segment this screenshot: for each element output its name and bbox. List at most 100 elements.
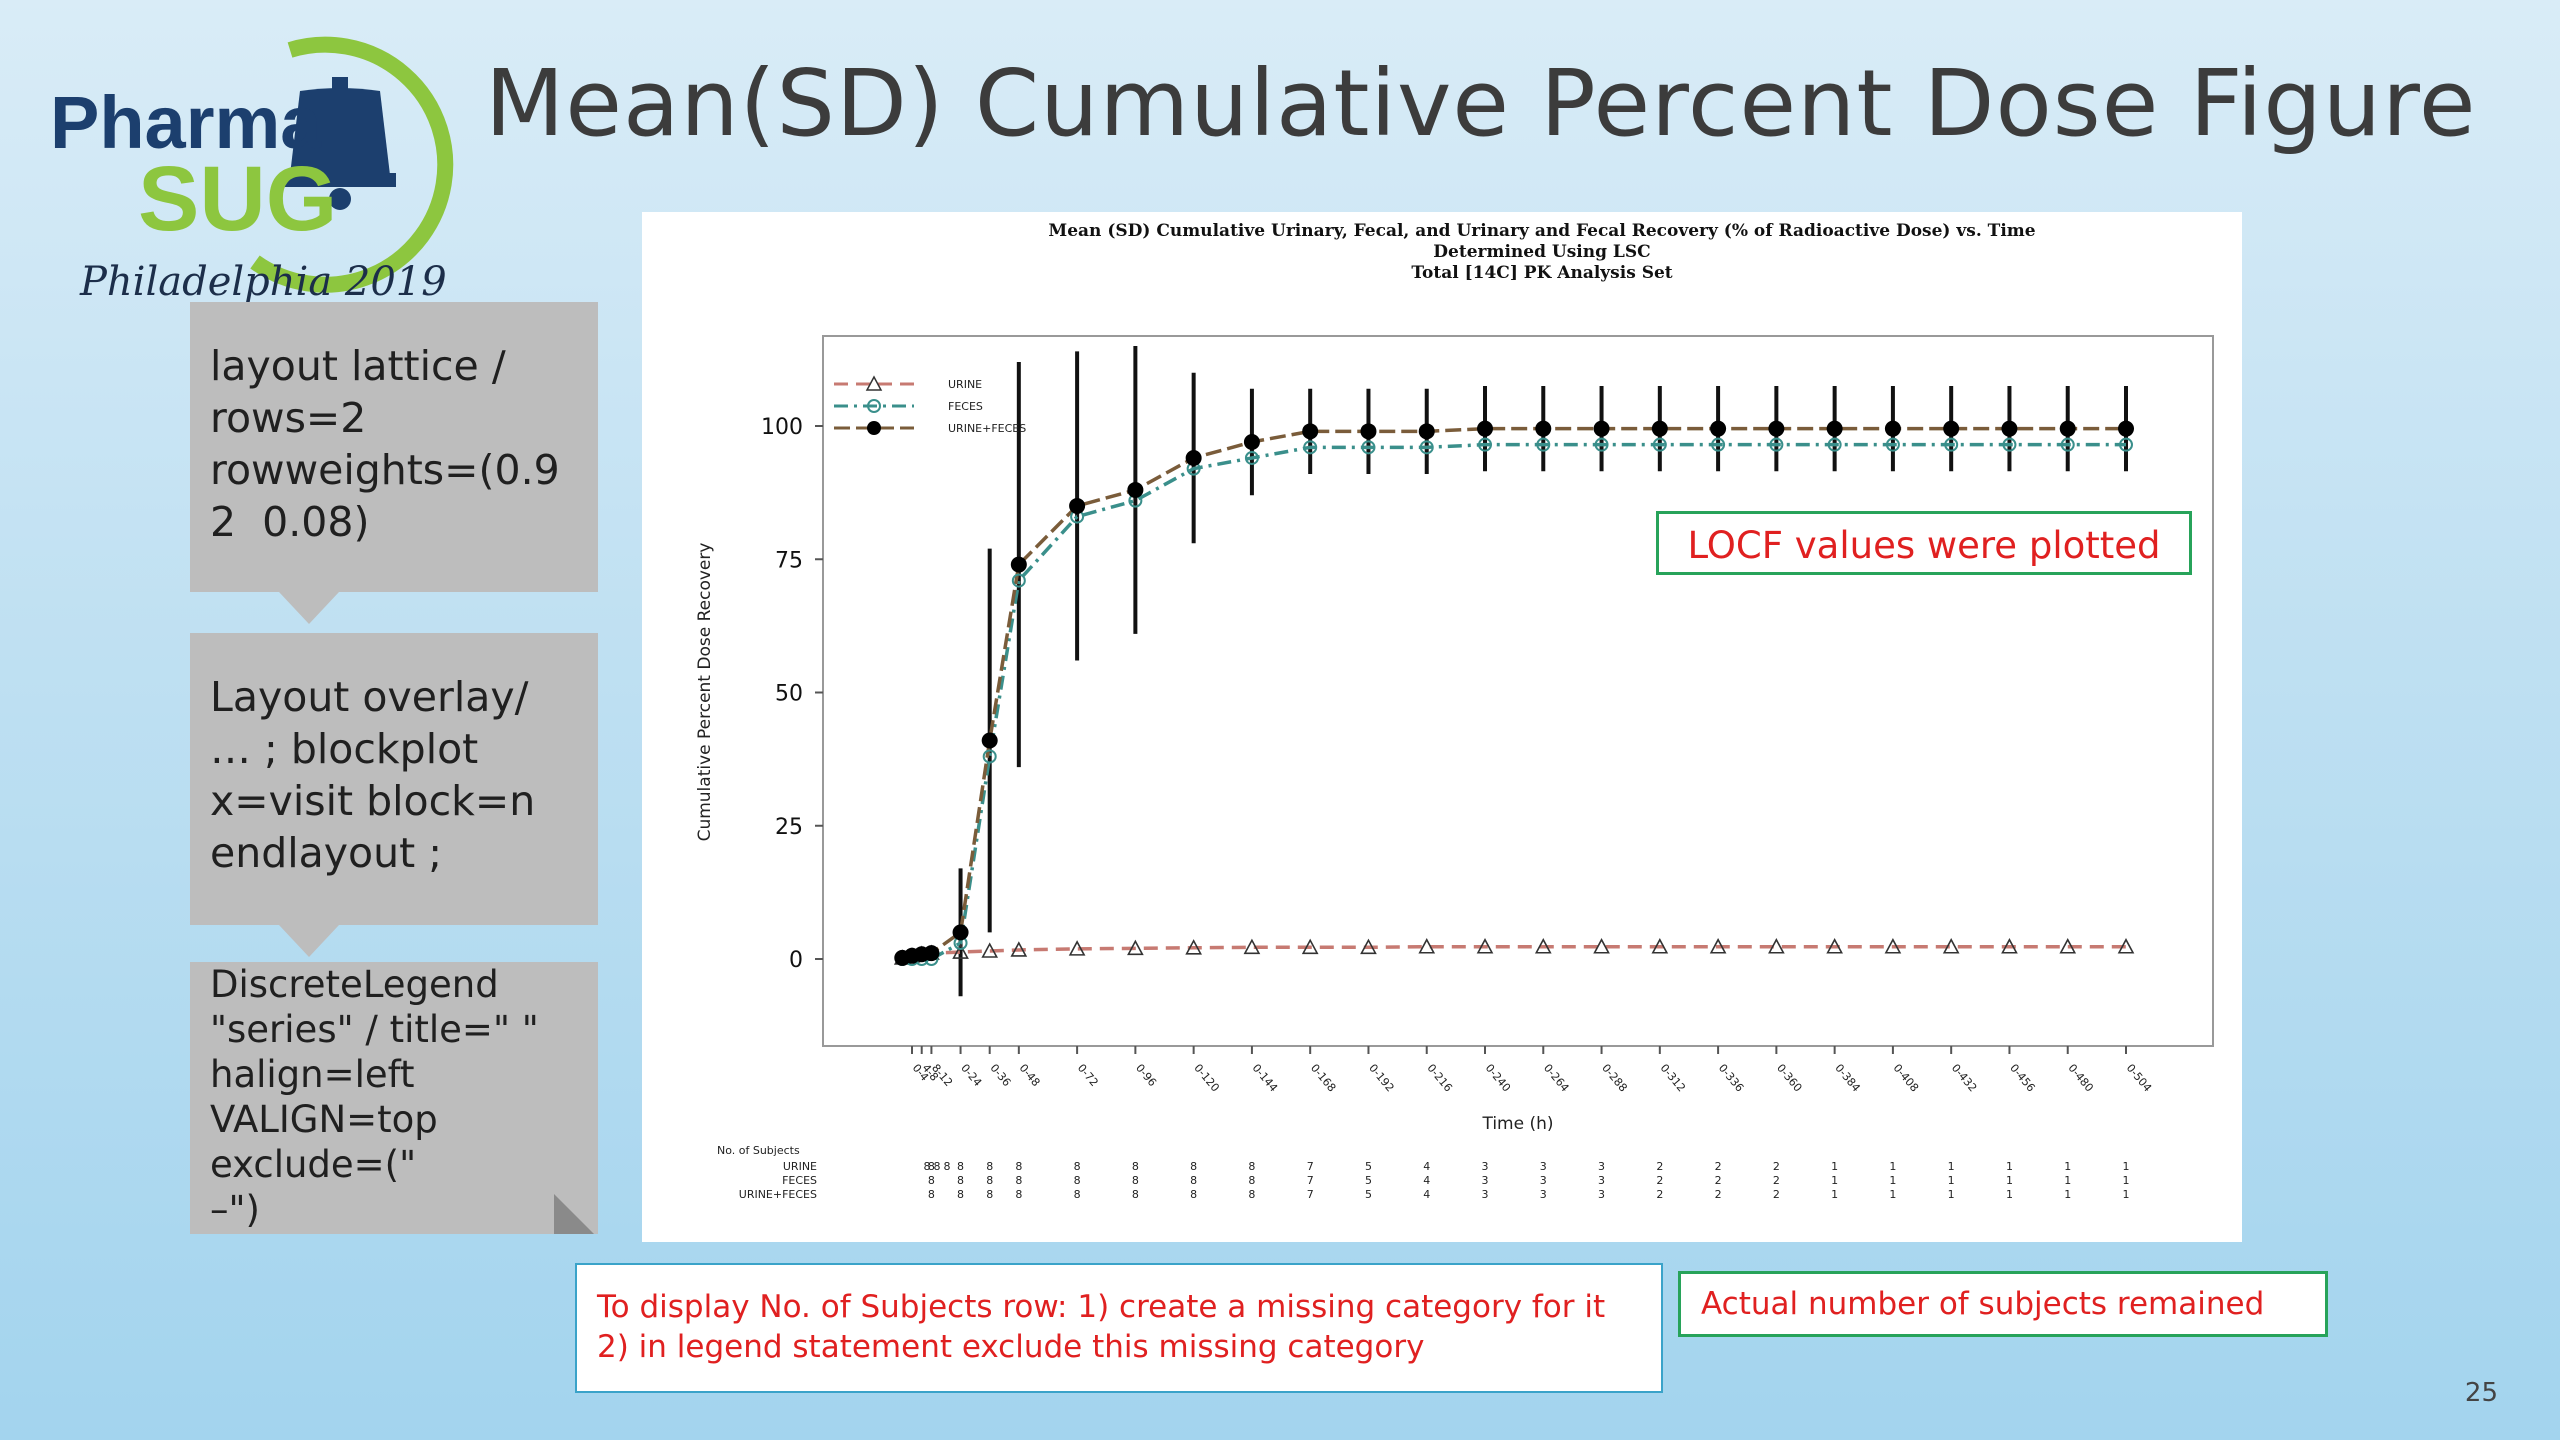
x-tick-label: 0-432 — [1949, 1062, 1980, 1095]
data-point — [1593, 420, 1610, 437]
x-tick-label: 0-456 — [2007, 1062, 2038, 1095]
note-subjects-row: To display No. of Subjects row: 1) creat… — [575, 1263, 1663, 1393]
subjects-count: 3 — [1540, 1160, 1547, 1173]
subjects-count: 1 — [2123, 1188, 2130, 1201]
subjects-count: 8 — [1190, 1174, 1197, 1187]
y-tick-label: 0 — [789, 948, 803, 973]
subjects-count: 3 — [1482, 1160, 1489, 1173]
data-point — [1419, 440, 1434, 455]
data-point — [2060, 437, 2075, 452]
data-point — [1418, 423, 1435, 440]
subjects-count: 1 — [1948, 1174, 1955, 1187]
data-point — [1243, 938, 1261, 955]
subjects-header: No. of Subjects — [717, 1144, 800, 1157]
subjects-count: 1 — [1889, 1188, 1896, 1201]
data-point — [1303, 440, 1318, 455]
data-point — [1127, 481, 1144, 498]
subjects-count: 2 — [1656, 1188, 1663, 1201]
subjects-count: 5 — [1365, 1174, 1372, 1187]
data-point — [1884, 938, 1902, 954]
x-tick-label: 0-336 — [1716, 1062, 1747, 1095]
plot-frame — [822, 335, 2214, 1047]
data-point — [952, 943, 969, 959]
data-point — [1709, 938, 1727, 954]
subjects-count: 2 — [1656, 1174, 1663, 1187]
subjects-row-label: URINE+FECES — [739, 1188, 817, 1201]
data-point — [952, 924, 969, 941]
subjects-count: 1 — [1948, 1160, 1955, 1173]
logo-sug: SUG — [138, 148, 337, 250]
data-point — [1768, 420, 1785, 437]
subjects-count: 2 — [1773, 1188, 1780, 1201]
data-point — [981, 732, 998, 749]
subjects-count: 4 — [1423, 1160, 1430, 1173]
data-point — [1768, 938, 1785, 954]
data-point — [1068, 940, 1086, 956]
data-point — [1535, 420, 1552, 437]
subjects-count: 1 — [1889, 1174, 1896, 1187]
data-point — [1360, 423, 1377, 440]
subjects-count: 8 — [928, 1174, 935, 1187]
subjects-count: 5 — [1365, 1188, 1372, 1201]
x-tick-label: 0-312 — [1658, 1062, 1689, 1095]
subjects-count: 8 — [1015, 1160, 1022, 1173]
data-point — [1769, 437, 1784, 452]
slide-title: Mean(SD) Cumulative Percent Dose Figure — [485, 50, 2477, 157]
data-point — [1536, 437, 1551, 452]
x-tick-label: 0-48 — [1017, 1062, 1043, 1089]
legend-label: URINE+FECES — [948, 422, 1026, 435]
subjects-count: 2 — [1773, 1160, 1780, 1173]
subjects-count: 8 — [986, 1188, 993, 1201]
legend-marker — [867, 399, 881, 413]
logo-swoosh — [250, 36, 454, 293]
chart-title-line3: Total [14C] PK Analysis Set — [1411, 263, 1672, 283]
x-tick-label: 0-72 — [1075, 1062, 1101, 1089]
subjects-count: 8 — [928, 1188, 935, 1201]
subjects-count: 2 — [1715, 1174, 1722, 1187]
data-point — [1826, 420, 1843, 437]
subjects-count: 1 — [2006, 1174, 2013, 1187]
data-point — [1651, 938, 1669, 954]
data-point — [1826, 938, 1843, 954]
subjects-count: 8 — [924, 1160, 931, 1173]
data-point — [1827, 437, 1842, 452]
subjects-count: 3 — [1598, 1160, 1605, 1173]
note-subjects-line1: To display No. of Subjects row: 1) creat… — [597, 1289, 1606, 1325]
data-point — [1593, 938, 1610, 954]
chart-image: Mean (SD) Cumulative Urinary, Fecal, and… — [642, 212, 2242, 1242]
subjects-count: 1 — [1889, 1160, 1896, 1173]
subjects-count: 3 — [1540, 1174, 1547, 1187]
data-point — [1652, 437, 1667, 452]
logo-city: Philadelphia 2019 — [79, 259, 447, 305]
y-tick-label: 100 — [761, 415, 803, 440]
subjects-count: 3 — [1598, 1188, 1605, 1201]
data-point — [1942, 938, 1960, 954]
note-actual-subjects: Actual number of subjects remained — [1678, 1271, 2328, 1337]
subjects-count: 8 — [957, 1174, 964, 1187]
data-point — [1185, 939, 1202, 955]
subjects-count: 4 — [1423, 1188, 1430, 1201]
subjects-count: 8 — [957, 1188, 964, 1201]
data-point — [2059, 938, 2077, 954]
subjects-count: 8 — [934, 1160, 941, 1173]
callout-pointer — [279, 925, 339, 957]
subjects-count: 3 — [1540, 1188, 1547, 1201]
subjects-count: 1 — [2006, 1188, 2013, 1201]
y-tick-label: 25 — [775, 815, 803, 840]
x-tick-label: 0-144 — [1250, 1062, 1281, 1095]
subjects-count: 8 — [1132, 1160, 1139, 1173]
subjects-count: 8 — [1132, 1174, 1139, 1187]
data-point — [1244, 450, 1259, 465]
liberty-bell-icon — [284, 77, 396, 210]
callout-pointer — [279, 592, 339, 624]
pharmasug-logo: Pharma SUG Philadelphia 2019 — [50, 36, 454, 305]
subjects-count: 3 — [1482, 1188, 1489, 1201]
data-point — [981, 942, 999, 958]
data-point — [2118, 420, 2134, 437]
data-point — [1477, 420, 1494, 437]
data-point — [923, 945, 940, 962]
data-point — [2001, 938, 2018, 954]
chart-svg: Mean (SD) Cumulative Urinary, Fecal, and… — [695, 221, 2214, 1201]
x-tick-label: 0-480 — [2065, 1062, 2096, 1095]
subjects-count: 1 — [1948, 1188, 1955, 1201]
